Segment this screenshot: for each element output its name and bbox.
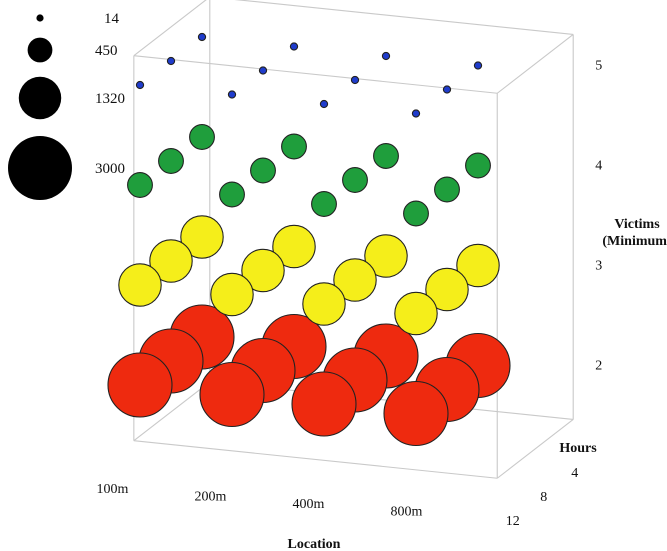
data-bubble: [411, 109, 421, 118]
data-bubble: [425, 267, 469, 312]
data-bubble: [281, 133, 307, 160]
frame-edge: [496, 419, 574, 479]
frame-edge: [234, 0, 574, 35]
z-tick-label: 4: [571, 466, 578, 481]
y-tick-label: 2: [595, 358, 602, 373]
frame-edge: [133, 0, 207, 57]
size-legend-label: 1320: [95, 91, 125, 107]
data-bubble: [383, 380, 449, 447]
data-bubble: [227, 90, 237, 99]
data-bubble: [381, 51, 391, 61]
frame-edge: [133, 55, 498, 94]
x-tick-label: 400m: [293, 497, 325, 512]
y-axis-title-line: (Minimum): [602, 234, 667, 249]
data-bubble: [442, 85, 452, 94]
frame-edge: [496, 34, 574, 94]
x-tick-label: 100m: [97, 482, 129, 497]
data-bubble: [319, 99, 329, 109]
size-legend-circle: [36, 14, 44, 22]
x-axis-title: Location: [288, 537, 341, 551]
y-tick-label: 3: [595, 258, 602, 273]
size-legend-label: 450: [95, 43, 118, 59]
data-bubble: [258, 66, 268, 75]
data-bubble: [333, 258, 377, 302]
data-bubble: [127, 172, 153, 198]
data-bubble: [166, 56, 176, 66]
size-legend: 14 450 1320 3000: [8, 11, 125, 200]
axis-labels: 100m 200m 400m 800m 12 8 4 2 3 4 5 Location Hours Vic…: [97, 58, 667, 551]
data-bubble: [403, 200, 429, 227]
data-bubble: [149, 239, 193, 283]
data-bubble: [465, 152, 491, 179]
x-tick-label: 800m: [391, 505, 423, 520]
data-bubble: [473, 61, 483, 70]
data-bubble: [373, 143, 399, 169]
data-bubble: [199, 361, 265, 428]
data-bubble: [342, 167, 368, 193]
data-bubble: [135, 80, 145, 90]
data-bubble: [272, 224, 316, 269]
data-bubble: [158, 148, 184, 174]
z-axis-title: Hours: [559, 441, 597, 456]
data-bubble: [291, 371, 357, 437]
size-legend-label: 3000: [95, 161, 125, 177]
data-bubble: [219, 181, 245, 208]
data-bubbles: [107, 32, 511, 447]
data-bubble: [210, 272, 254, 317]
data-bubble: [118, 263, 162, 307]
z-tick-label: 8: [540, 490, 547, 505]
data-bubble: [394, 291, 438, 336]
data-bubble: [434, 176, 460, 203]
data-bubble: [107, 352, 173, 418]
x-tick-label: 200m: [195, 490, 227, 505]
size-legend-circle: [8, 136, 72, 200]
data-bubble: [189, 124, 215, 150]
data-bubble: [241, 248, 285, 293]
size-legend-circle: [18, 76, 62, 120]
y-tick-label: 5: [595, 58, 602, 73]
data-bubble: [180, 215, 224, 259]
size-legend-circle: [27, 37, 53, 63]
z-tick-label: 12: [506, 514, 520, 529]
data-bubble: [250, 157, 276, 184]
y-tick-label: 4: [595, 158, 602, 173]
data-bubble: [364, 234, 408, 278]
frame-edge: [133, 440, 498, 479]
y-axis-title-line: Victims: [614, 217, 660, 232]
size-legend-label: 14: [104, 11, 120, 27]
data-bubble: [311, 191, 337, 217]
data-bubble: [456, 243, 500, 288]
data-bubble: [302, 282, 346, 326]
data-bubble: [350, 75, 360, 85]
frame-edge: [133, 381, 211, 442]
plot-frame: [133, 0, 574, 479]
data-bubble: [197, 32, 207, 42]
data-bubble: [289, 42, 299, 51]
